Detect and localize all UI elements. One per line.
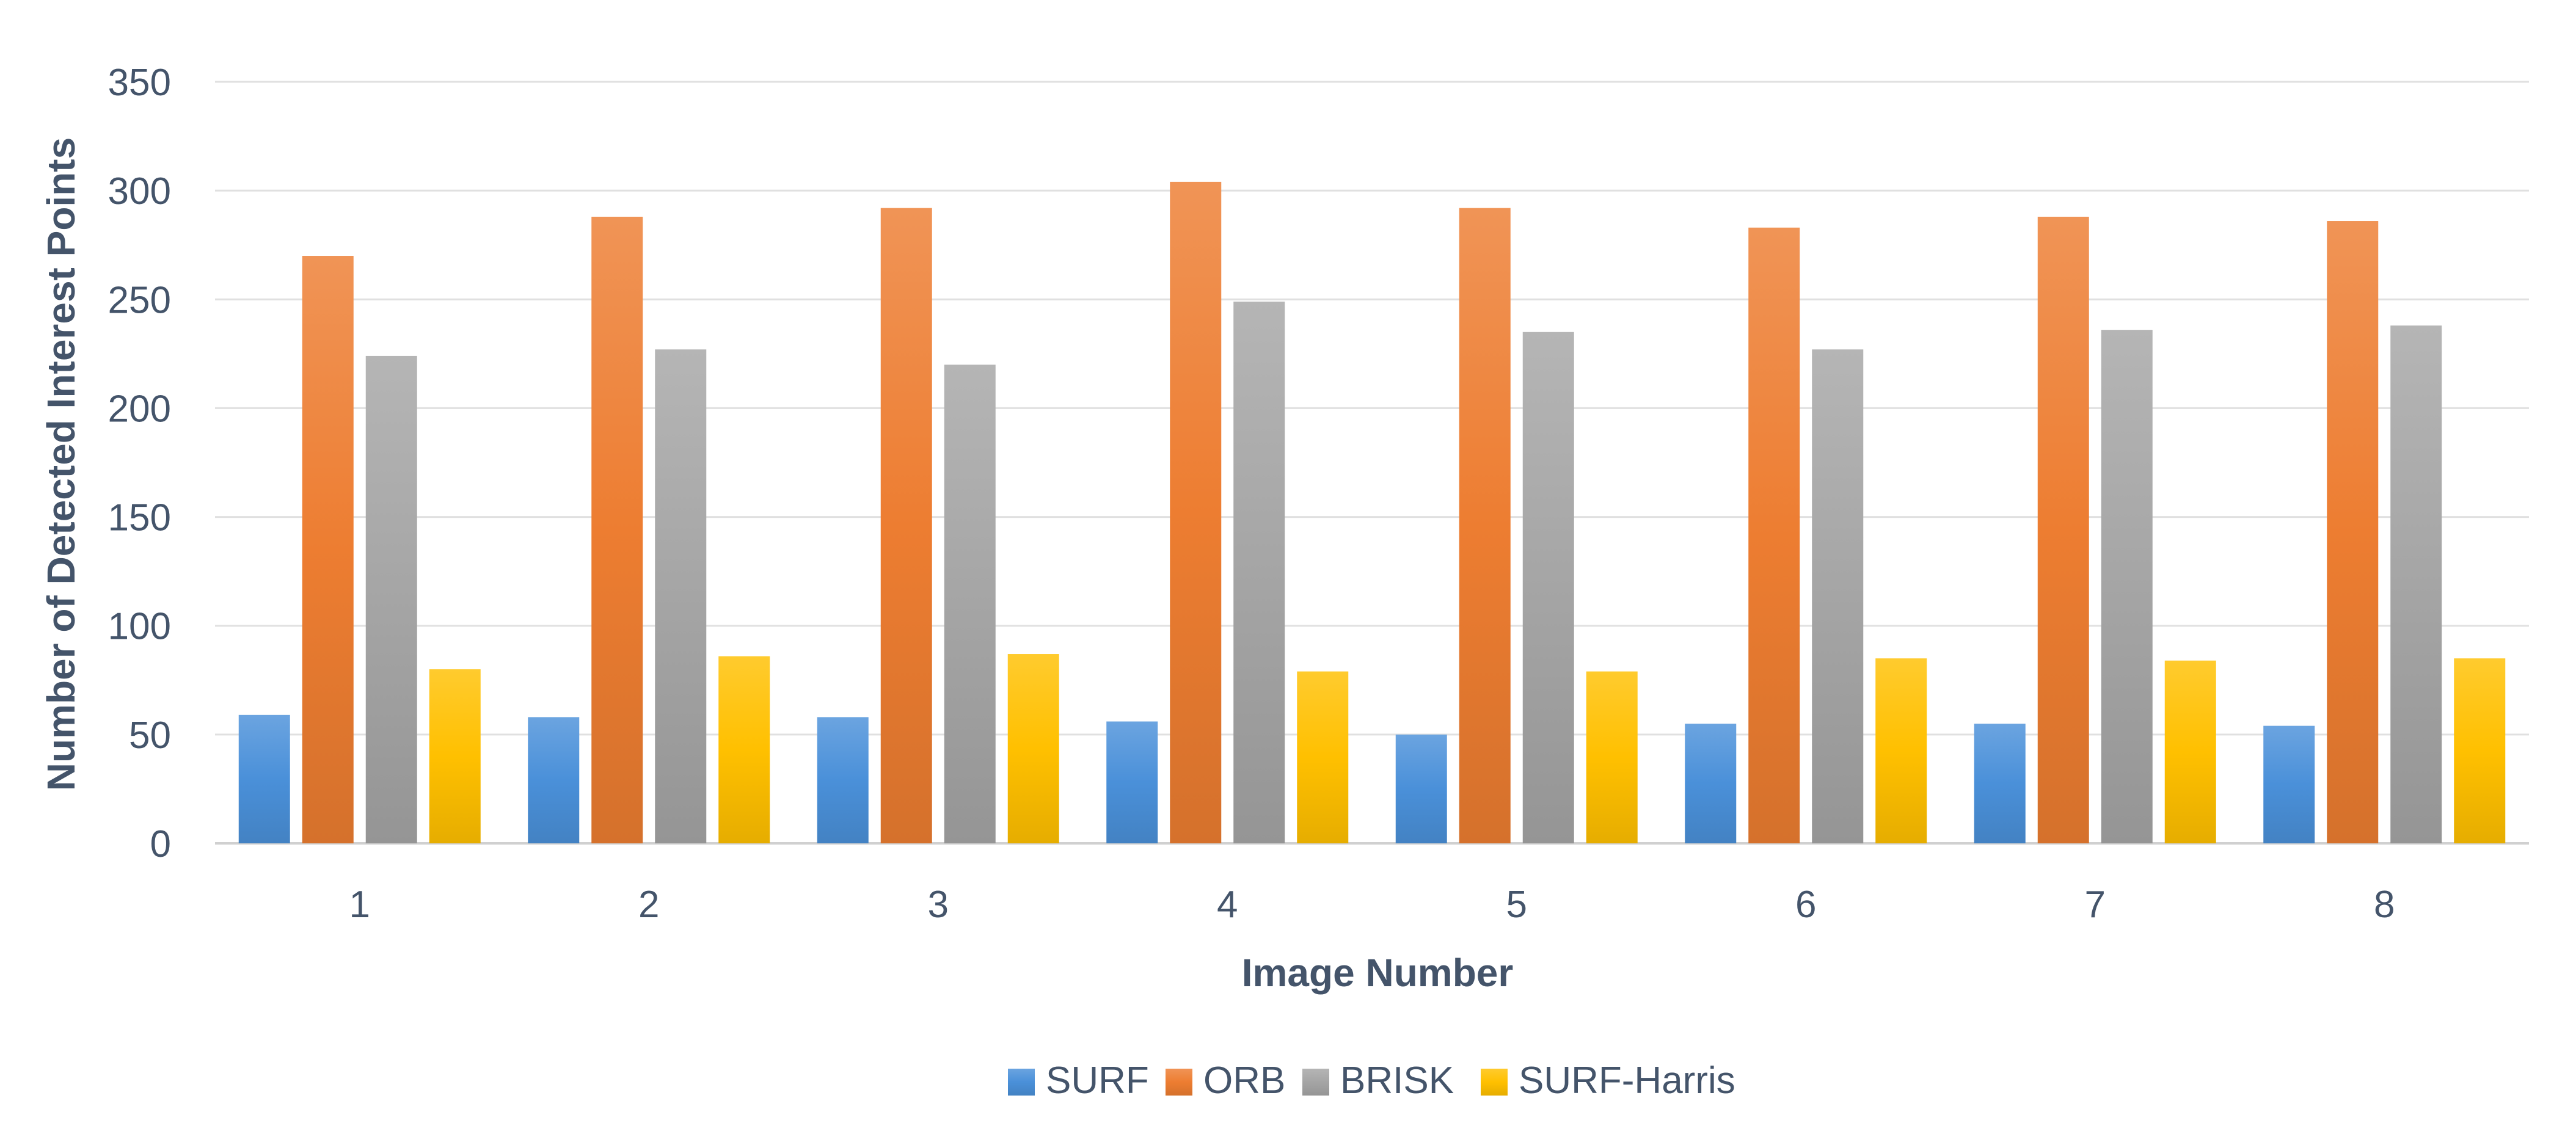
bar-surf-8: [2263, 725, 2315, 843]
bar-surf-harris-5: [1586, 671, 1638, 843]
y-tick-label: 350: [108, 62, 171, 104]
y-tick-label: 200: [108, 388, 171, 430]
bar-surf-4: [1106, 721, 1158, 843]
x-tick-label: 6: [1795, 884, 1816, 926]
bar-brisk-2: [655, 349, 707, 843]
x-tick-label: 1: [349, 884, 370, 926]
bar-orb-3: [880, 208, 932, 843]
bar-surf-harris-7: [2164, 660, 2216, 843]
bars: [238, 181, 2506, 844]
bar-brisk-8: [2390, 325, 2442, 843]
bar-brisk-1: [365, 355, 417, 843]
bar-orb-4: [1170, 181, 1222, 844]
x-tick-label: 7: [2085, 884, 2106, 926]
legend-item-surf-harris: SURF-Harris: [1481, 1060, 1735, 1102]
legend-label: BRISK: [1340, 1060, 1454, 1102]
legend-item-surf: SURF: [1008, 1060, 1149, 1102]
bar-surf-harris-2: [718, 656, 770, 843]
y-axis-tick-labels: 0 50 100 150 200 250 300 350: [108, 62, 171, 865]
bar-brisk-5: [1522, 332, 1574, 843]
bar-surf-harris-1: [429, 669, 481, 843]
bar-brisk-7: [2101, 330, 2153, 843]
bar-surf-3: [817, 717, 869, 843]
y-tick-label: 150: [108, 497, 171, 539]
bar-surf-harris-3: [1007, 654, 1059, 843]
y-tick-label: 100: [108, 606, 171, 648]
bar-brisk-6: [1812, 349, 1864, 843]
legend-label: SURF: [1046, 1060, 1149, 1102]
bar-orb-2: [591, 216, 643, 843]
x-tick-label: 4: [1217, 884, 1238, 926]
bar-surf-5: [1395, 734, 1447, 843]
bar-surf-2: [528, 717, 580, 843]
legend: SURF ORB BRISK SURF-Harris: [1008, 1060, 1735, 1102]
y-tick-label: 300: [108, 170, 171, 213]
bar-orb-8: [2327, 221, 2379, 844]
x-tick-label: 8: [2374, 884, 2395, 926]
bar-surf-harris-8: [2454, 658, 2506, 843]
x-tick-label: 5: [1506, 884, 1527, 926]
legend-label: ORB: [1203, 1060, 1285, 1102]
legend-item-orb: ORB: [1166, 1060, 1285, 1102]
legend-swatch: [1008, 1069, 1035, 1096]
bar-surf-harris-4: [1297, 671, 1349, 843]
bar-surf-harris-6: [1875, 658, 1927, 843]
legend-swatch: [1166, 1069, 1192, 1096]
x-tick-label: 3: [928, 884, 949, 926]
bar-orb-5: [1459, 208, 1511, 843]
bar-surf-7: [1974, 724, 2026, 843]
bar-orb-7: [2037, 216, 2089, 843]
bar-orb-1: [302, 256, 354, 843]
bar-surf-6: [1685, 724, 1737, 843]
bar-orb-6: [1748, 227, 1800, 843]
y-tick-label: 50: [129, 714, 171, 757]
x-axis-title: Image Number: [1242, 951, 1514, 995]
legend-swatch: [1481, 1069, 1508, 1096]
x-axis-tick-labels: 1 2 3 4 5 6 7 8: [349, 884, 2395, 926]
bar-surf-1: [238, 714, 290, 843]
y-tick-label: 0: [150, 823, 171, 865]
y-tick-label: 250: [108, 279, 171, 321]
bar-brisk-4: [1233, 301, 1285, 843]
legend-label: SURF-Harris: [1519, 1060, 1735, 1102]
legend-swatch: [1302, 1069, 1329, 1096]
legend-item-brisk: BRISK: [1302, 1060, 1454, 1102]
y-axis-title: Number of Detected Interest Points: [39, 137, 83, 791]
x-tick-label: 2: [638, 884, 659, 926]
bar-brisk-3: [944, 365, 996, 843]
